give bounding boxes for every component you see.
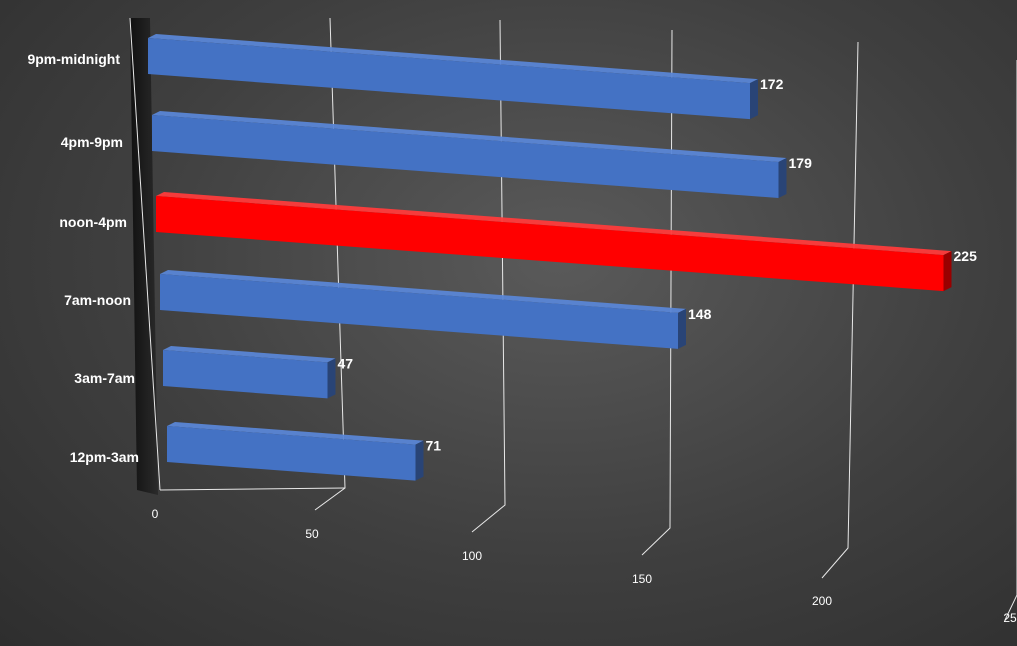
bar-front-face [148, 38, 750, 120]
bar-front-face [163, 350, 328, 399]
bar-front-face [160, 274, 678, 349]
bar-9pm-midnight [148, 34, 758, 120]
x-tick-label: 100 [462, 549, 482, 563]
value-label: 225 [954, 248, 978, 264]
bar-front-face [152, 115, 779, 198]
category-label: 4pm-9pm [61, 134, 123, 150]
x-tick-label: 0 [152, 507, 159, 521]
chart-back-wall [130, 18, 158, 495]
bar-4pm-9pm [152, 111, 787, 198]
floor-line [159, 487, 346, 491]
bar-top-face [160, 270, 686, 313]
value-label: 172 [760, 76, 784, 92]
bar-top-face [167, 422, 424, 445]
category-label: 7am-noon [64, 292, 131, 308]
axis-line-0 [129, 17, 161, 491]
gridline-200 [821, 41, 859, 579]
value-label: 179 [789, 155, 813, 171]
value-label: 47 [338, 355, 354, 371]
x-tick-label: 25 [1003, 611, 1017, 625]
gridline-250 [1004, 60, 1017, 621]
bar-top-face [156, 192, 952, 256]
bar-noon-4pm [156, 192, 952, 292]
bar-12pm-3am [167, 422, 424, 481]
x-tick-label: 50 [305, 527, 319, 541]
bar-end-face [943, 251, 952, 292]
x-tick-label: 150 [632, 572, 652, 586]
bar-end-face [415, 440, 424, 481]
bar-top-face [163, 346, 336, 363]
category-label: 12pm-3am [70, 449, 139, 465]
value-label: 71 [426, 438, 442, 454]
bar-end-face [327, 358, 336, 399]
gridline-100 [471, 19, 506, 533]
category-label: 3am-7am [74, 370, 135, 386]
bar-end-face [778, 157, 787, 198]
bar-end-face [678, 308, 686, 349]
bar-7am-noon [160, 270, 686, 349]
bar-top-face [152, 111, 787, 162]
bar-3am-7am [163, 346, 336, 399]
bar-front-face [167, 426, 416, 481]
category-label: noon-4pm [59, 214, 127, 230]
bar-end-face [750, 79, 758, 120]
bar-top-face [148, 34, 758, 84]
category-label: 9pm-midnight [27, 51, 120, 67]
x-tick-label: 200 [812, 594, 832, 608]
gridline-150 [641, 29, 673, 556]
value-label: 148 [688, 306, 712, 322]
bar-front-face [156, 196, 944, 292]
